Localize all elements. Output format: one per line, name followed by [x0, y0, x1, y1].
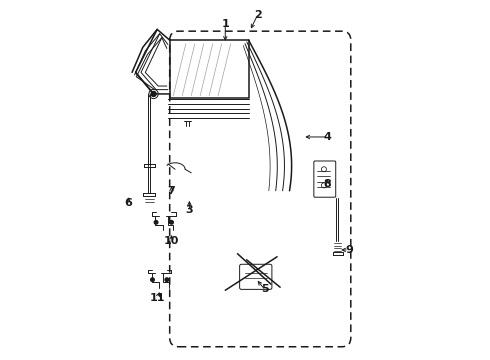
Text: 9: 9: [345, 245, 353, 255]
Text: 7: 7: [168, 186, 175, 196]
Circle shape: [151, 91, 156, 96]
Text: 1: 1: [221, 19, 229, 29]
FancyBboxPatch shape: [314, 161, 336, 197]
Circle shape: [170, 221, 173, 224]
Text: 10: 10: [164, 236, 179, 246]
Circle shape: [151, 278, 154, 282]
Text: 11: 11: [149, 293, 165, 303]
FancyBboxPatch shape: [240, 264, 272, 289]
Text: 6: 6: [124, 198, 132, 208]
Circle shape: [165, 278, 169, 282]
Circle shape: [154, 221, 158, 224]
Text: 3: 3: [186, 206, 193, 216]
Text: 4: 4: [323, 132, 331, 142]
Text: 8: 8: [323, 179, 331, 189]
Text: 2: 2: [254, 10, 262, 20]
Text: 5: 5: [261, 284, 269, 294]
